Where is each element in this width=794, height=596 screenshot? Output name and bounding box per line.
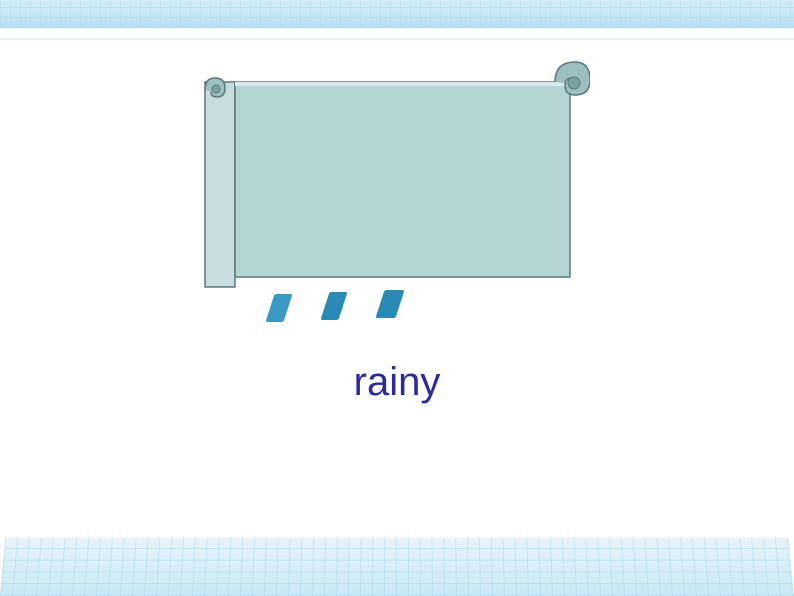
top-decorative-border (0, 0, 794, 28)
scroll-svg (195, 60, 590, 290)
scroll-panel (195, 60, 590, 290)
raindrop-icon (265, 294, 292, 322)
raindrops-group (270, 290, 420, 330)
raindrop-icon (320, 292, 347, 320)
raindrop-icon (375, 290, 404, 318)
top-white-band (0, 28, 794, 40)
word-label: rainy (0, 360, 794, 405)
bottom-decorative-border (0, 537, 794, 596)
